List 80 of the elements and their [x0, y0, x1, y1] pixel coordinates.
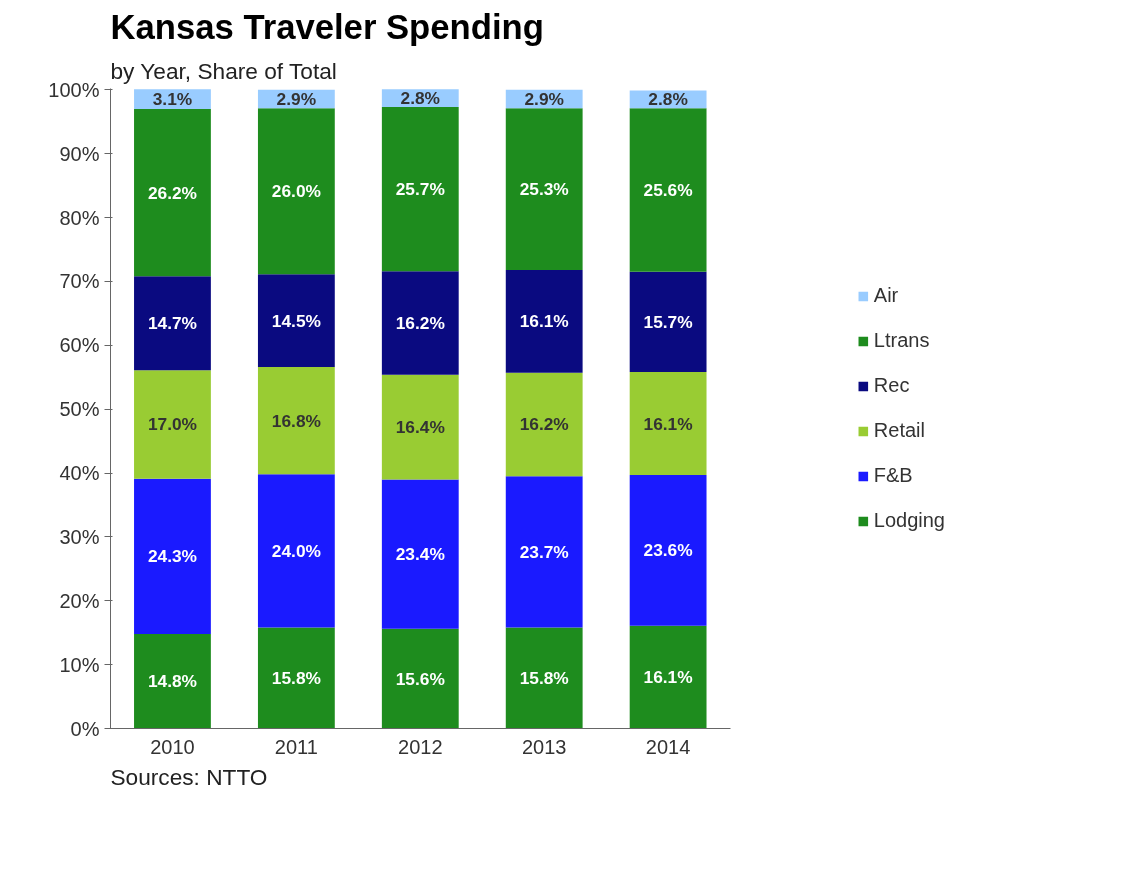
bar [134, 633, 211, 729]
bar [134, 276, 211, 371]
data-label: 15.8% [271, 668, 321, 689]
data-label: 16.2% [395, 312, 445, 333]
bar [134, 478, 211, 634]
y-tick-label: 60% [59, 334, 100, 357]
y-tick-label: 40% [59, 462, 100, 485]
data-label: 3.1% [152, 89, 193, 110]
bar [257, 366, 335, 475]
data-label: 25.3% [519, 179, 569, 200]
y-tick-label: 100% [48, 78, 100, 101]
data-label: 14.8% [147, 671, 198, 692]
legend-label: Rec [873, 374, 910, 397]
y-tick-label: 30% [59, 525, 100, 548]
legend-label: Ltrans [873, 329, 930, 352]
legend-label: F&B [873, 464, 913, 487]
bar [629, 474, 707, 626]
data-label: 24.0% [271, 540, 321, 561]
bar [134, 370, 211, 479]
data-label: 25.7% [395, 179, 445, 200]
y-tick-label: 90% [59, 142, 100, 165]
data-label: 15.8% [519, 668, 569, 689]
y-tick-label: 80% [59, 206, 100, 229]
bar [381, 107, 459, 272]
data-label: 14.7% [147, 313, 198, 334]
data-label: 17.0% [147, 414, 198, 435]
x-tick-label: 2011 [274, 735, 318, 758]
bar [629, 108, 707, 272]
x-tick-label: 2012 [398, 735, 443, 758]
y-tick-label: 10% [59, 653, 100, 676]
data-label: 26.2% [147, 182, 198, 203]
data-label: 23.7% [519, 541, 569, 562]
bar [505, 372, 583, 477]
bar [134, 108, 211, 277]
source-note: Sources: NTTO [110, 763, 268, 790]
bar [381, 628, 459, 729]
chart-title: Kansas Traveler Spending [110, 7, 544, 46]
bar [629, 271, 707, 373]
y-tick-label: 50% [59, 398, 100, 421]
legend-label: Retail [873, 419, 925, 442]
legend-label: Lodging [873, 509, 945, 532]
data-label: 16.2% [519, 414, 569, 435]
x-tick-label: 2014 [645, 735, 691, 758]
bar [629, 625, 707, 729]
data-label: 16.4% [395, 417, 445, 438]
legend-label: Air [873, 284, 899, 307]
bar [257, 474, 335, 628]
y-tick-label: 0% [70, 717, 100, 740]
data-label: 15.6% [395, 668, 445, 689]
bar [381, 479, 459, 629]
data-label: 2.8% [400, 88, 441, 109]
bar [505, 627, 583, 729]
data-label: 16.1% [643, 413, 693, 434]
bar [381, 374, 459, 480]
bar [505, 269, 583, 373]
data-label: 2.8% [648, 89, 688, 110]
data-label: 16.1% [519, 311, 569, 332]
data-label: 2.9% [524, 89, 564, 110]
x-tick-label: 2013 [521, 735, 567, 758]
data-label: 16.1% [643, 667, 693, 688]
y-tick-label: 70% [59, 270, 100, 293]
bar [257, 627, 335, 729]
x-tick-label: 2010 [150, 735, 195, 758]
data-label: 14.5% [271, 310, 321, 331]
bar [505, 476, 583, 628]
data-label: 26.0% [271, 181, 321, 202]
data-label: 23.4% [395, 544, 445, 565]
data-label: 24.3% [147, 546, 198, 567]
bar [257, 108, 335, 275]
chart-subtitle: by Year, Share of Total [110, 57, 337, 84]
data-label: 16.8% [271, 410, 321, 431]
data-label: 2.9% [276, 89, 317, 110]
data-label: 23.6% [643, 540, 693, 561]
bar [381, 271, 459, 375]
bar [629, 372, 707, 475]
y-tick-label: 20% [59, 589, 100, 612]
data-label: 25.6% [643, 180, 693, 201]
bar [257, 274, 335, 367]
bar [505, 108, 583, 270]
data-label: 15.7% [643, 311, 693, 332]
